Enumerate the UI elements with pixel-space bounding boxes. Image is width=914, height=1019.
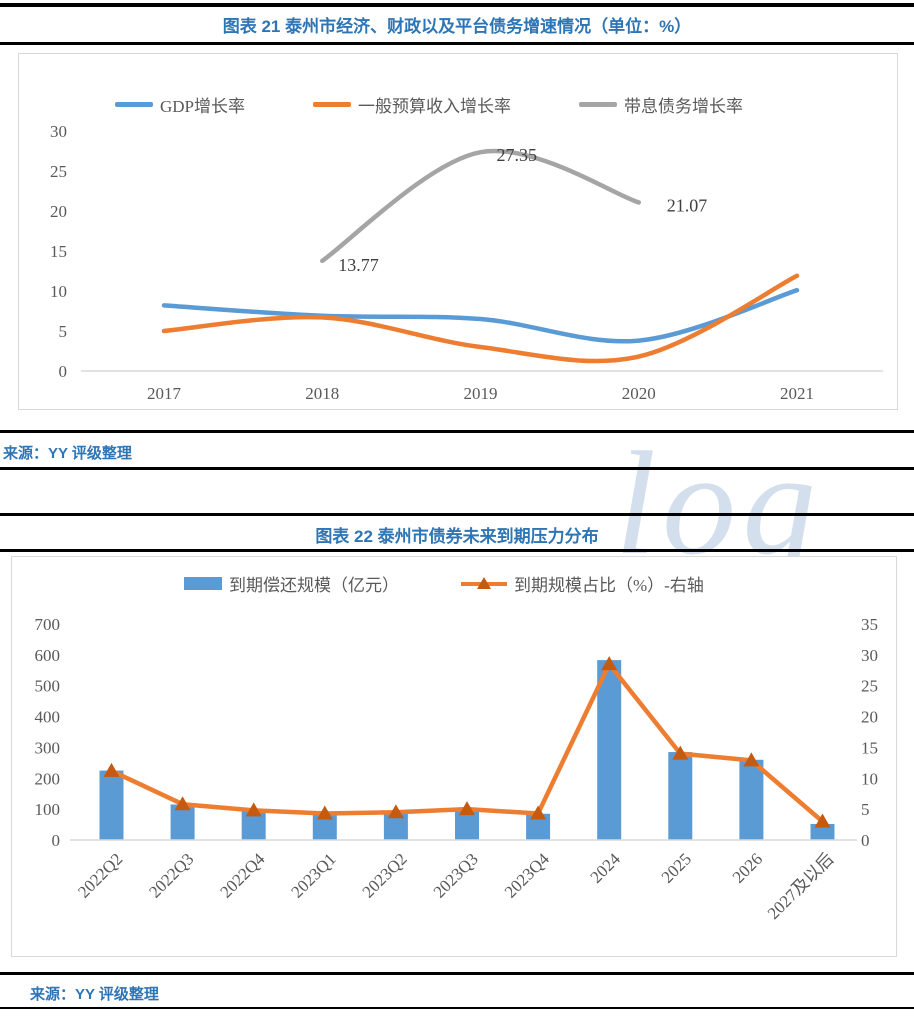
svg-text:2027及以后: 2027及以后: [764, 849, 838, 923]
divider: [0, 549, 914, 552]
svg-text:30: 30: [861, 646, 878, 665]
divider: [0, 513, 914, 516]
svg-text:20: 20: [861, 708, 878, 727]
svg-text:15: 15: [50, 242, 67, 261]
svg-text:2022Q4: 2022Q4: [216, 849, 269, 902]
svg-text:2022Q3: 2022Q3: [145, 849, 197, 901]
budget-line-swatch-icon: [313, 102, 352, 107]
legend-item-maturity-scale: 到期偿还规模（亿元）: [184, 571, 399, 596]
svg-text:0: 0: [861, 831, 870, 850]
figure2-chart-panel: 到期偿还规模（亿元） 到期规模占比（%）-右轴 0 100 200 300 400 500…: [11, 556, 897, 957]
svg-text:5: 5: [861, 800, 870, 819]
divider: [0, 972, 914, 975]
figure1-chart-panel: GDP增长率 一般预算收入增长率 带息债务增长率 0 5 10 15 20 25 30 201…: [18, 53, 898, 410]
svg-text:27.35: 27.35: [497, 145, 538, 165]
figure1-title: 图表 21 泰州市经济、财政以及平台债务增速情况（单位：%）: [222, 17, 692, 36]
legend-item-maturity-share: 到期规模占比（%）-右轴: [461, 571, 704, 596]
svg-text:0: 0: [52, 831, 61, 850]
legend-label: 一般预算收入增长率: [358, 97, 512, 116]
divider: [0, 430, 914, 433]
legend-label: 到期规模占比（%）-右轴: [514, 576, 704, 595]
divider: [0, 42, 914, 45]
svg-text:30: 30: [50, 122, 67, 141]
svg-text:400: 400: [35, 708, 61, 727]
legend-item-budget-revenue-growth: 一般预算收入增长率: [313, 92, 511, 117]
svg-text:5: 5: [59, 322, 68, 341]
debt-line-swatch-icon: [579, 102, 618, 107]
figure1-line-chart: 0 5 10 15 20 25 30 2017 2018 2019 2020 2021 13.77 27.…: [50, 122, 883, 403]
figure2-source: 来源：YY 评级整理: [30, 986, 159, 1003]
svg-text:25: 25: [50, 162, 67, 181]
svg-text:2023Q1: 2023Q1: [287, 849, 339, 901]
svg-text:0: 0: [59, 362, 68, 381]
svg-text:2026: 2026: [729, 849, 766, 886]
svg-text:100: 100: [35, 800, 61, 819]
svg-text:2018: 2018: [305, 384, 339, 403]
svg-text:2022Q2: 2022Q2: [74, 849, 126, 901]
figure1-legend: GDP增长率 一般预算收入增长率 带息债务增长率: [115, 92, 743, 117]
divider: [0, 467, 914, 470]
svg-text:2019: 2019: [464, 384, 498, 403]
svg-text:21.07: 21.07: [667, 195, 708, 215]
svg-text:2023Q2: 2023Q2: [359, 849, 411, 901]
svg-text:200: 200: [35, 769, 61, 788]
legend-label: GDP增长率: [160, 97, 246, 116]
svg-text:2025: 2025: [658, 849, 695, 886]
svg-text:2023Q4: 2023Q4: [501, 849, 554, 902]
svg-text:2023Q3: 2023Q3: [430, 849, 482, 901]
bar-swatch-icon: [184, 577, 222, 590]
svg-text:500: 500: [35, 677, 61, 696]
svg-text:2020: 2020: [622, 384, 656, 403]
figure2-legend: 到期偿还规模（亿元） 到期规模占比（%）-右轴: [184, 571, 704, 596]
svg-text:15: 15: [861, 738, 878, 757]
gdp-line-swatch-icon: [115, 102, 153, 107]
svg-text:700: 700: [35, 615, 61, 634]
svg-text:20: 20: [50, 202, 67, 221]
divider: [0, 1007, 914, 1009]
svg-text:2021: 2021: [780, 384, 814, 403]
svg-text:2024: 2024: [587, 849, 625, 887]
svg-text:13.77: 13.77: [338, 255, 379, 275]
figure2-bar-line-chart: 0100200300400500600700051015202530352022…: [35, 615, 879, 923]
background-watermark: log: [615, 422, 823, 586]
svg-text:25: 25: [861, 677, 878, 696]
svg-text:10: 10: [861, 769, 878, 788]
svg-text:600: 600: [35, 646, 61, 665]
legend-item-gdp-growth: GDP增长率: [115, 92, 245, 117]
line-triangle-swatch-icon: [461, 576, 507, 591]
figure1-source: 来源：YY 评级整理: [3, 445, 132, 462]
svg-text:10: 10: [50, 282, 67, 301]
figure2-title: 图表 22 泰州市债券未来到期压力分布: [315, 527, 599, 546]
svg-text:35: 35: [861, 615, 878, 634]
legend-label: 到期偿还规模（亿元）: [229, 576, 399, 595]
svg-text:2017: 2017: [147, 384, 182, 403]
svg-text:300: 300: [35, 738, 61, 757]
legend-item-interest-debt-growth: 带息债务增长率: [579, 92, 743, 117]
legend-label: 带息债务增长率: [624, 97, 744, 116]
divider: [0, 3, 914, 7]
